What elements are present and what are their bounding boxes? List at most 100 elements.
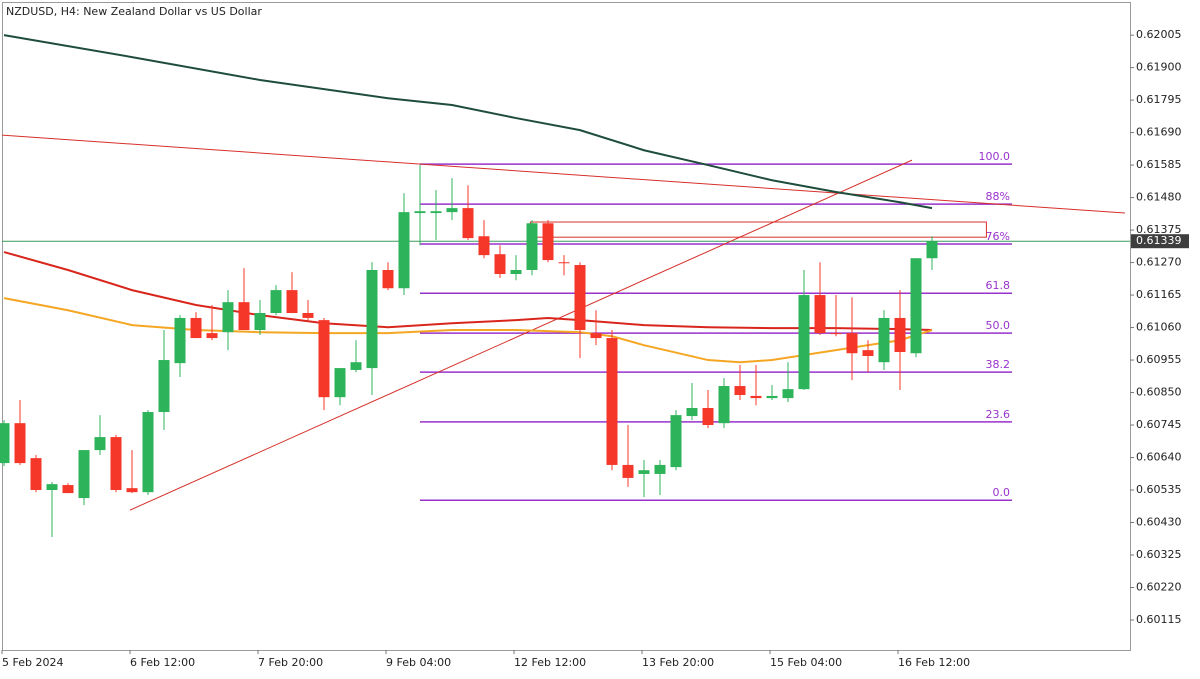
candle-body (0, 423, 10, 464)
y-tick-label: 0.61480 (1136, 191, 1182, 204)
candle-body (286, 290, 298, 314)
candle-body (830, 333, 842, 335)
candle-body (718, 386, 730, 424)
chart-title: NZDUSD, H4: New Zealand Dollar vs US Dol… (6, 5, 262, 18)
plot-frame (2, 2, 1131, 651)
candle-body (254, 313, 266, 331)
candle-body (78, 450, 90, 499)
candle-body (910, 258, 922, 354)
y-tick-label: 0.60955 (1136, 353, 1182, 366)
candle-body (606, 338, 618, 465)
fib-label: 88% (986, 190, 1010, 203)
candle-body (270, 290, 282, 314)
y-tick-label: 0.60745 (1136, 418, 1182, 431)
candle-body (350, 362, 362, 370)
candle-body (62, 485, 74, 494)
y-tick-label: 0.60535 (1136, 483, 1182, 496)
trendline (129, 159, 913, 511)
candle-body (846, 333, 858, 354)
y-tick-label: 0.61165 (1136, 288, 1182, 301)
candle-body (30, 458, 42, 491)
candle-body (766, 395, 778, 399)
candle-body (782, 389, 794, 399)
y-tick-label: 0.61585 (1136, 158, 1182, 171)
fib-label: 76% (986, 230, 1010, 243)
candle-body (574, 265, 586, 331)
x-tick-label: 16 Feb 12:00 (898, 656, 970, 669)
zone (529, 221, 987, 238)
price-tag-bg (1131, 234, 1189, 249)
candle-body (206, 333, 218, 339)
moving-average (3, 297, 933, 364)
fib-label: 100.0 (979, 150, 1011, 163)
x-tick-label: 12 Feb 12:00 (514, 656, 586, 669)
moving-average (3, 251, 933, 332)
y-tick-label: 0.60850 (1136, 386, 1182, 399)
y-tick-label: 0.60325 (1136, 548, 1182, 561)
y-tick-label: 0.61690 (1136, 126, 1182, 139)
y-tick-label: 0.60220 (1136, 580, 1182, 593)
candle-body (190, 317, 202, 339)
candle-body (542, 223, 554, 261)
candle-body (318, 320, 330, 398)
candle-body (174, 317, 186, 364)
y-tick-label: 0.61900 (1136, 61, 1182, 74)
candle-body (894, 317, 906, 352)
y-tick-label: 0.62005 (1136, 28, 1182, 41)
candle-body (414, 211, 426, 214)
candle-body (94, 437, 106, 451)
candle-body (670, 415, 682, 468)
fib-label: 23.6 (986, 408, 1011, 421)
candle-body (878, 317, 890, 363)
candle-body (46, 484, 58, 491)
candle-body (238, 302, 250, 331)
x-tick-label: 13 Feb 20:00 (642, 656, 714, 669)
candle-body (558, 262, 570, 264)
x-tick-label: 5 Feb 2024 (2, 656, 63, 669)
candle-body (862, 350, 874, 357)
y-tick-label: 0.60115 (1136, 613, 1182, 626)
candle-body (462, 208, 474, 239)
candle-body (110, 437, 122, 491)
y-tick-label: 0.61795 (1136, 93, 1182, 106)
x-tick-label: 7 Feb 20:00 (258, 656, 323, 669)
candle-body (126, 488, 138, 493)
candle-body (798, 295, 810, 390)
candle-body (734, 386, 746, 396)
candle-body (158, 360, 170, 413)
candle-body (494, 254, 506, 275)
candle-body (638, 470, 650, 474)
candle-body (14, 423, 26, 464)
candle-body (654, 464, 666, 474)
x-tick-label: 6 Feb 12:00 (130, 656, 195, 669)
candle-body (814, 295, 826, 334)
fib-label: 50.0 (986, 319, 1011, 332)
candle-body (382, 269, 394, 289)
candle-body (334, 368, 346, 398)
candle-body (622, 464, 634, 478)
candle-body (926, 241, 938, 259)
candle-body (430, 211, 442, 214)
candle-body (686, 408, 698, 417)
candle-body (526, 223, 538, 270)
y-tick-label: 0.60640 (1136, 451, 1182, 464)
x-tick-label: 15 Feb 04:00 (770, 656, 842, 669)
candle-body (590, 333, 602, 339)
candle-body (446, 208, 458, 213)
fib-label: 0.0 (993, 486, 1011, 499)
candle-body (478, 236, 490, 256)
candle-body (142, 412, 154, 493)
moving-average (3, 34, 933, 210)
x-tick-label: 9 Feb 04:00 (386, 656, 451, 669)
fib-label: 38.2 (986, 358, 1011, 371)
y-tick-label: 0.61270 (1136, 256, 1182, 269)
candle-body (222, 302, 234, 333)
candle-body (510, 269, 522, 275)
y-tick-label: 0.60430 (1136, 516, 1182, 529)
candle-body (366, 269, 378, 369)
y-tick-label: 0.61060 (1136, 321, 1182, 334)
candle-body (302, 313, 314, 318)
candle-body (702, 408, 714, 426)
